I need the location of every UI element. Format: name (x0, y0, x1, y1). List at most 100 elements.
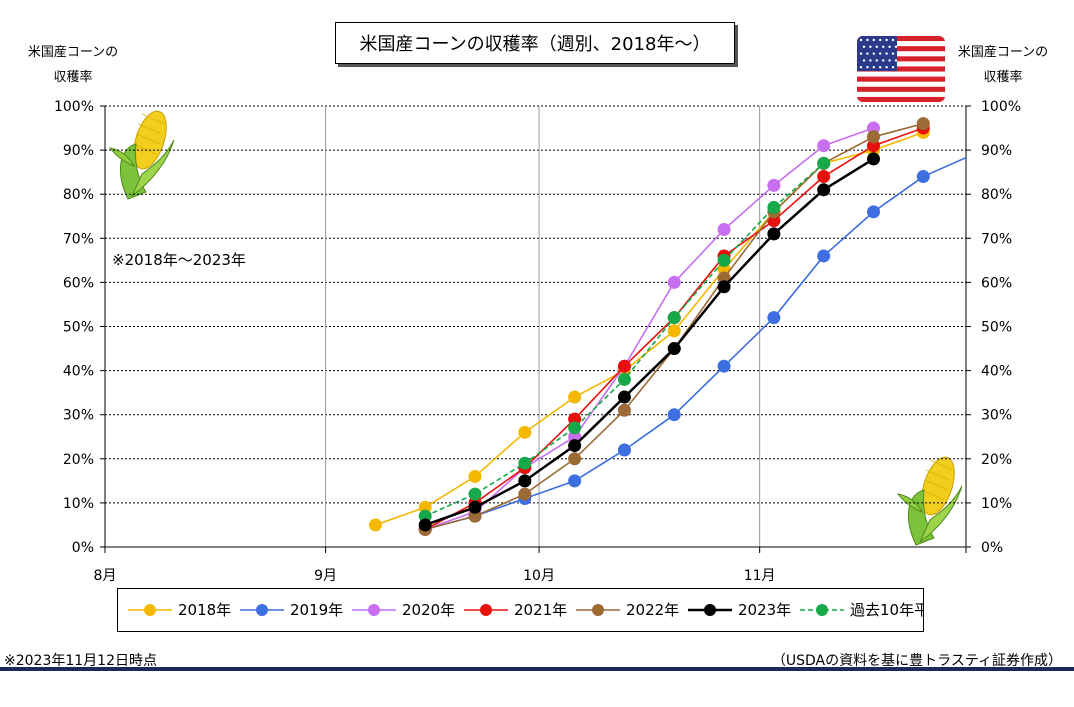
left-axis-label-line2: 収穫率 (53, 70, 93, 85)
legend-item-avg: 過去10年平均 (800, 601, 944, 619)
harvest-rate-chart: 8月 9月 10月 11月 0% 0% 10% 10% 20% 20% 30% 30% 40% 40% 50… (54, 99, 1021, 584)
data-point (667, 408, 681, 422)
series-2018 (368, 125, 930, 532)
data-point (617, 359, 631, 373)
legend-marker (592, 604, 604, 616)
data-point (667, 342, 681, 356)
data-point (866, 205, 880, 219)
legend-marker (144, 604, 156, 616)
footnote: ※2023年11月12日時点 (4, 653, 157, 669)
y-tick-label-right: 90% (981, 143, 1012, 159)
legend-item-2018: 2018年 (128, 601, 231, 619)
data-point (667, 311, 681, 325)
y-tick-label-right: 70% (981, 231, 1012, 247)
data-point (518, 456, 532, 470)
data-point (767, 311, 781, 325)
left-axis-label: 米国産コーンの 収穫率 (18, 40, 128, 90)
chart-legend: 2018年 2019年 2020年 2021年 2022年 2023年 過去10年平均 (117, 588, 944, 632)
legend-label: 2020年 (402, 601, 455, 619)
data-point (617, 443, 631, 457)
data-point (667, 275, 681, 289)
x-tick-label: 9月 (314, 568, 337, 584)
series-2020 (418, 121, 880, 536)
series-avg (418, 156, 831, 523)
legend-item-2022: 2022年 (576, 601, 679, 619)
data-point (468, 469, 482, 483)
series-line (424, 162, 825, 517)
y-tick-label-right: 50% (981, 320, 1012, 336)
data-point (568, 421, 582, 435)
data-point (817, 170, 831, 184)
data-point (767, 178, 781, 192)
series-2023 (418, 152, 880, 532)
corn-icon (108, 110, 175, 200)
y-tick-label-left: 0% (72, 540, 94, 556)
chart-title: 米国産コーンの収穫率（週別、2018年～） (335, 22, 735, 64)
legend-label: 過去10年平均 (850, 601, 923, 619)
data-point (866, 152, 880, 166)
y-tick-label-left: 50% (63, 320, 94, 336)
legend-item-2021: 2021年 (464, 601, 567, 619)
y-tick-label-left: 80% (63, 187, 94, 203)
x-tick-label: 11月 (744, 568, 776, 584)
legend-label: 2018年 (178, 601, 231, 619)
data-point (916, 170, 930, 184)
y-tick-label-left: 100% (54, 99, 94, 115)
x-tick-label: 8月 (94, 568, 117, 584)
data-point (518, 425, 532, 439)
legend-marker (256, 604, 268, 616)
data-point (568, 439, 582, 453)
legend-item-2020: 2020年 (352, 601, 455, 619)
data-point (468, 500, 482, 514)
data-point (916, 117, 930, 131)
y-tick-label-left: 20% (63, 452, 94, 468)
data-point (866, 130, 880, 144)
data-point (568, 474, 582, 488)
legend-marker (816, 604, 828, 616)
legend-label: 2019年 (290, 601, 343, 619)
data-point (617, 403, 631, 417)
series-2019 (418, 156, 966, 536)
y-tick-label-left: 10% (63, 496, 94, 512)
data-point (767, 227, 781, 241)
legend-label: 2023年 (738, 601, 791, 619)
y-tick-label-right: 20% (981, 452, 1012, 468)
data-point (817, 156, 831, 170)
footer-rule (0, 667, 1074, 671)
legend-label: 2021年 (514, 601, 567, 619)
series-line (424, 127, 874, 531)
corn-icon (896, 456, 963, 546)
data-point (368, 518, 382, 532)
data-point (817, 139, 831, 153)
right-axis-label: 米国産コーンの 収穫率 (948, 40, 1058, 90)
legend-marker (704, 604, 716, 616)
data-point (418, 518, 432, 532)
y-tick-label-right: 100% (981, 99, 1021, 115)
y-tick-label-left: 60% (63, 275, 94, 291)
data-point (468, 487, 482, 501)
y-tick-label-right: 0% (981, 540, 1003, 556)
legend-marker (480, 604, 492, 616)
data-point (717, 253, 731, 267)
data-point (817, 249, 831, 263)
data-point (767, 200, 781, 214)
y-tick-label-left: 30% (63, 408, 94, 424)
series-line (375, 131, 924, 526)
y-tick-label-left: 90% (63, 143, 94, 159)
data-point (817, 183, 831, 197)
data-point (568, 390, 582, 404)
data-point (518, 487, 532, 501)
data-point (717, 359, 731, 373)
right-axis-label-line2: 収穫率 (983, 70, 1023, 85)
left-axis-label-line1: 米国産コーンの (27, 45, 119, 60)
legend-label: 2022年 (626, 601, 679, 619)
y-tick-label-right: 40% (981, 364, 1012, 380)
legend-marker (368, 604, 380, 616)
data-point (717, 222, 731, 236)
series-line (424, 157, 875, 527)
y-tick-label-right: 30% (981, 408, 1012, 424)
legend-item-2019: 2019年 (240, 601, 343, 619)
data-point (518, 474, 532, 488)
data-point (717, 280, 731, 294)
source-note: （USDAの資料を基に豊トラスティ証券作成） (771, 653, 1062, 669)
